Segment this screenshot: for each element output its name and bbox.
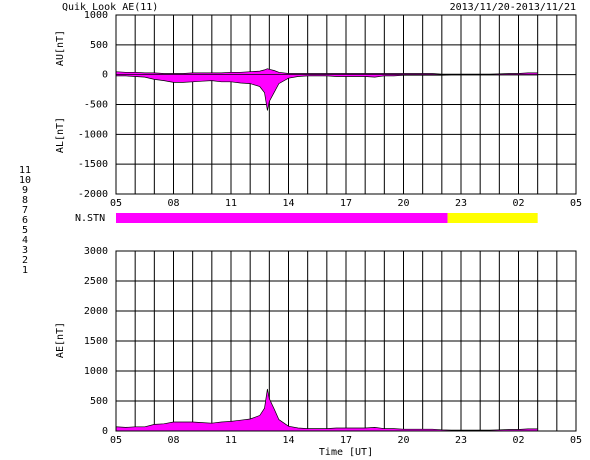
y-tick-label: -2000 [78,189,108,200]
x-tick-label: 17 [340,198,352,209]
y-tick-label: -1000 [78,129,108,140]
x-tick-label: 17 [340,435,352,446]
area [115,388,539,432]
y-tick-label: 1000 [84,366,108,377]
x-tick-label: 23 [455,435,467,446]
x-tick-label: 20 [397,198,409,209]
x-tick-label: 14 [282,198,294,209]
station-label: N.STN [75,213,105,224]
x-tick-label: 02 [512,198,524,209]
station-legend-label: 9 [22,185,28,196]
y-tick-label: 500 [90,40,108,51]
y-axis-label: AE[nT] [55,322,66,358]
x-tick-label: 08 [167,198,179,209]
station-legend-label: 10 [19,175,31,186]
station-bar [116,213,448,223]
station-legend-label: 4 [22,235,28,246]
x-tick-label: 11 [225,198,237,209]
title: Quik Look AE(11) [62,2,158,13]
x-tick-label: 11 [225,435,237,446]
x-tick-label: 05 [110,198,122,209]
x-tick-label: 23 [455,198,467,209]
y-tick-label: 3000 [84,246,108,257]
station-legend-label: 3 [22,245,28,256]
y-axis-label: AL[nT] [55,117,66,153]
station-legend-label: 6 [22,215,28,226]
station-legend-label: 5 [22,225,28,236]
station-legend-label: 7 [22,205,28,216]
plot-frame [115,250,577,432]
y-axis-label: AU[nT] [55,30,66,66]
y-tick-label: 0 [102,70,108,81]
y-tick-label: -500 [84,100,108,111]
x-tick-label: 05 [110,435,122,446]
y-tick-label: 500 [90,396,108,407]
x-tick-label: 02 [512,435,524,446]
date-range: 2013/11/20-2013/11/21 [450,2,576,13]
station-legend-label: 2 [22,255,28,266]
x-axis-label: Time [UT] [319,447,373,458]
y-tick-label: -1500 [78,159,108,170]
y-tick-label: 2000 [84,306,108,317]
plot-frame [115,14,577,195]
x-tick-label: 08 [167,435,179,446]
x-tick-label: 20 [397,435,409,446]
station-legend-label: 1 [22,265,28,276]
x-tick-label: 14 [282,435,294,446]
area [115,74,539,111]
area [115,68,539,76]
x-tick-label: 05 [570,435,582,446]
y-tick-label: 1500 [84,336,108,347]
y-tick-label: 2500 [84,276,108,287]
y-tick-label: 1000 [84,10,108,21]
y-tick-label: 0 [102,426,108,437]
x-tick-label: 05 [570,198,582,209]
station-bar [447,213,538,223]
station-legend-label: 11 [19,165,31,176]
station-legend-label: 8 [22,195,28,206]
